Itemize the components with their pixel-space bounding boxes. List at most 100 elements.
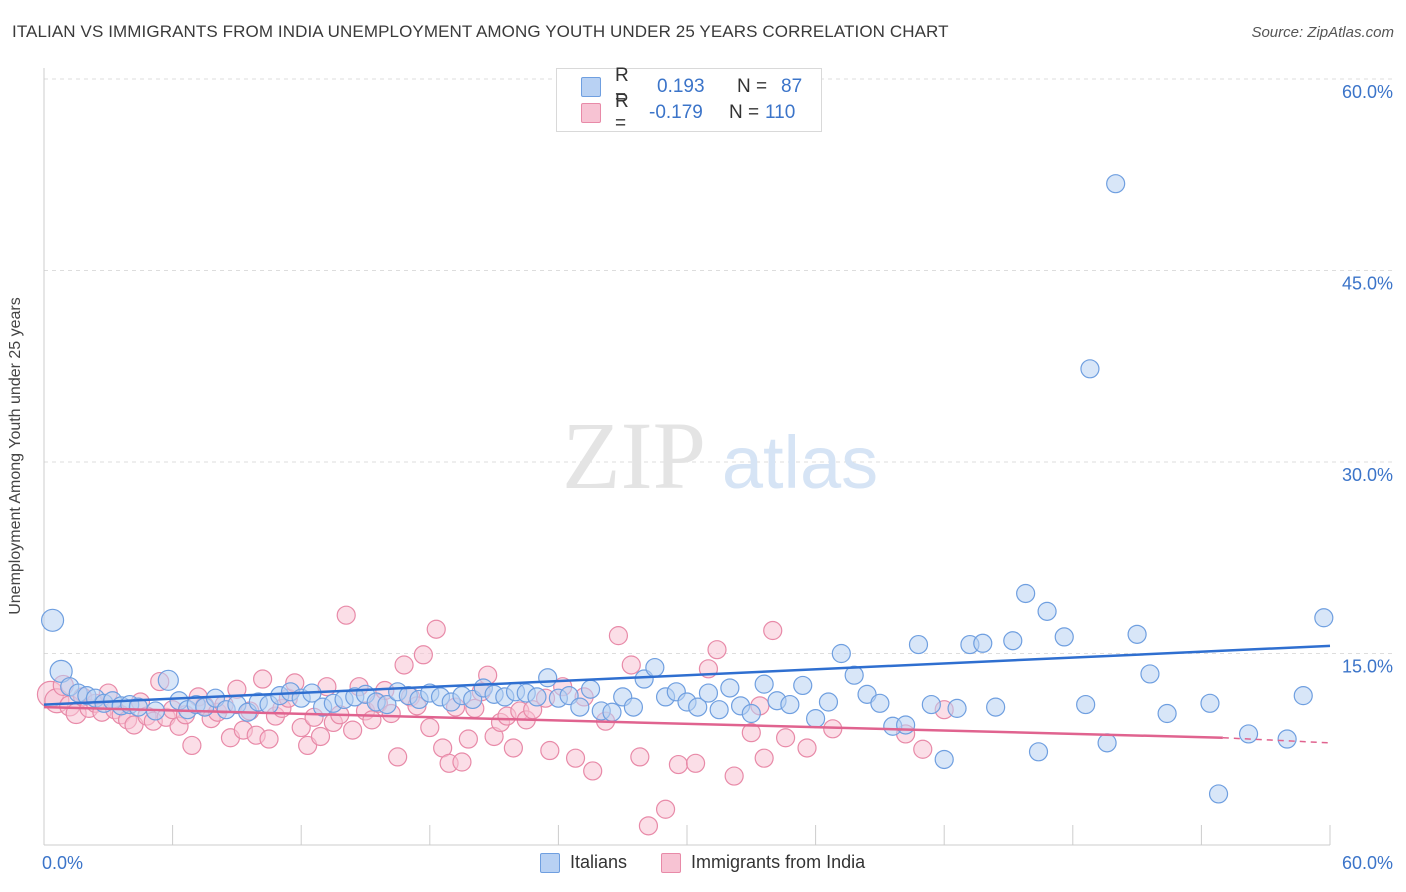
immigrants-point: [182, 735, 202, 756]
immigrants-point: [291, 717, 311, 738]
legend-r-label: R =: [615, 65, 629, 108]
italians-point: [793, 675, 813, 696]
italians-point: [1238, 724, 1259, 744]
immigrants-point: [668, 754, 689, 775]
italians-point: [1208, 784, 1229, 804]
italians-point: [49, 659, 73, 683]
immigrants-point: [724, 766, 744, 786]
immigrants-point: [621, 655, 641, 675]
immigrants-point: [362, 710, 382, 730]
watermark-atlas: atlas: [722, 421, 878, 504]
italians-point: [720, 678, 740, 698]
immigrants-point: [336, 605, 356, 625]
legend-row-immigrants: R = -0.179 N = 110: [581, 91, 795, 134]
legend-item-immigrants: Immigrants from India: [661, 852, 865, 873]
italians-point: [1016, 583, 1036, 604]
italians-point: [1157, 703, 1177, 724]
immigrants-point: [775, 728, 796, 748]
italians-point: [623, 697, 644, 717]
immigrants-point: [503, 738, 523, 758]
italians-point: [645, 657, 665, 678]
italians-point: [1277, 729, 1297, 749]
italians-point: [709, 700, 729, 720]
italians-point: [973, 633, 993, 653]
italians-point: [1140, 664, 1160, 684]
immigrants-point: [685, 753, 706, 773]
legend-swatch-blue: [581, 77, 601, 97]
italians-point: [580, 679, 601, 699]
y-tick-label: 60.0%: [1342, 82, 1393, 102]
y-tick-label: 15.0%: [1342, 657, 1393, 677]
gridlines: [44, 78, 1392, 654]
legend-swatch-italians: [540, 852, 560, 873]
immigrants-point: [608, 626, 629, 646]
immigrants-point: [583, 761, 603, 781]
immigrants-point: [426, 619, 446, 639]
immigrants-point: [420, 717, 440, 738]
italians-point: [754, 674, 774, 694]
italians-point: [698, 683, 719, 703]
axes: [43, 68, 1331, 846]
x-tick-label: 60.0%: [1342, 853, 1393, 873]
legend-label-immigrants: Immigrants from India: [691, 852, 866, 872]
correlation-legend: R = 0.193 N = 87 R = -0.179 N = 110: [556, 65, 822, 134]
italians-point: [688, 697, 708, 717]
source-label: Source: ZipAtlas.com: [1251, 24, 1394, 41]
immigrants-point: [565, 748, 586, 768]
immigrants-point: [754, 748, 774, 768]
immigrants-point: [741, 723, 761, 743]
x-tick-labels: 0.0% 60.0%: [42, 853, 1393, 873]
italians-point: [896, 715, 916, 735]
italians-point: [570, 697, 590, 717]
italians-point: [1054, 627, 1074, 647]
italians-point: [921, 694, 941, 715]
series-legend: Italians Immigrants from India: [540, 852, 899, 873]
italians-point: [377, 694, 397, 715]
italians-trend-line: [43, 644, 1331, 706]
immigrants-point: [797, 738, 817, 758]
immigrants-point: [343, 720, 363, 740]
legend-n-label: N =: [737, 76, 768, 97]
legend-r-value: 0.193: [657, 76, 705, 97]
italians-point: [908, 634, 929, 655]
immigrants-point: [394, 655, 414, 675]
italians-point: [870, 693, 890, 713]
legend-label-italians: Italians: [570, 852, 628, 872]
legend-r-label: R =: [615, 91, 629, 134]
italians-point: [1200, 693, 1220, 713]
y-tick-label: 45.0%: [1342, 274, 1393, 294]
italians-point: [934, 749, 954, 770]
italians-point: [1106, 174, 1126, 194]
italians-point: [40, 608, 65, 632]
immigrants-point: [253, 669, 273, 689]
italians-point: [1127, 624, 1147, 644]
legend-n-label: N =: [729, 102, 760, 123]
series-italians-points: [40, 174, 1334, 804]
legend-n-value: 87: [781, 76, 803, 97]
immigrants-trend-extension: [1222, 737, 1331, 744]
italians-point: [1037, 601, 1057, 621]
immigrants-point: [452, 752, 472, 772]
legend-item-italians: Italians: [540, 852, 627, 873]
italians-point: [1293, 686, 1313, 706]
immigrants-point: [630, 747, 650, 767]
italians-point: [538, 668, 558, 688]
y-axis-label: Unemployment Among Youth under 25 years: [7, 297, 24, 615]
italians-point: [602, 702, 622, 722]
immigrants-point: [655, 799, 676, 819]
immigrants-point: [388, 747, 408, 767]
immigrants-point: [913, 739, 933, 759]
immigrants-trend-line: [43, 705, 1223, 740]
chart-title: ITALIAN VS IMMIGRANTS FROM INDIA UNEMPLO…: [12, 22, 949, 41]
immigrants-point: [259, 729, 279, 749]
immigrants-point: [540, 740, 560, 761]
legend-swatch-pink: [581, 103, 601, 123]
italians-point: [527, 687, 547, 707]
italians-point: [818, 692, 839, 712]
italians-point: [805, 709, 826, 729]
y-tick-label: 30.0%: [1342, 465, 1393, 485]
immigrants-point: [310, 726, 331, 747]
italians-point: [1003, 631, 1023, 651]
immigrants-point: [763, 620, 783, 641]
